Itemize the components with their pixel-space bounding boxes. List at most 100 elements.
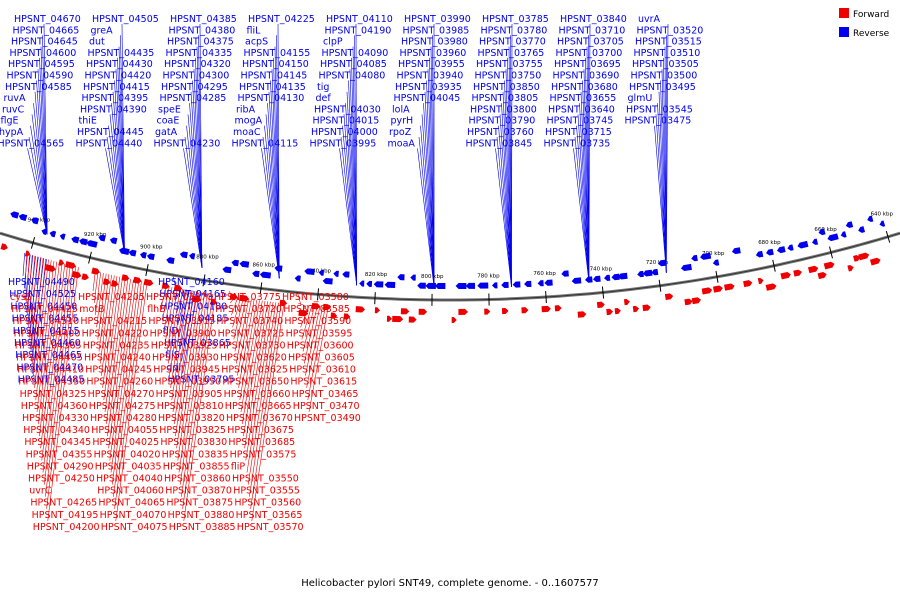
leader-line [109,114,125,254]
gene-label: HPSNT_03580 [282,292,349,303]
leader-line [165,287,175,340]
leader-line [576,125,590,282]
gene-label: HPSNT_03500 [631,71,698,82]
gene-label: HPSNT_04340 [23,425,90,436]
gene-label: HPSNT_03655 [550,93,617,104]
leader-line [429,57,435,288]
leader-line [108,125,125,254]
leader-line [170,289,186,388]
gene-label: HPSNT_04135 [239,82,306,93]
leader-line [348,80,357,286]
leader-line [102,276,118,388]
gene-feature [10,211,20,219]
gene-label: HPSNT_04015 [313,116,380,127]
gene-label: HPSNT_03770 [479,37,546,48]
gene-label: HPSNT_04045 [394,93,461,104]
leader-line [268,91,280,279]
gene-label: HPSNT_03650 [222,377,289,388]
gene-label: HPSNT_03790 [469,116,536,127]
leader-line [99,274,112,364]
gene-label: HPSNT_03745 [547,116,614,127]
axis-tick [88,251,92,264]
leader-line [184,136,203,268]
gene-label: HPSNT_04145 [241,71,308,82]
leader-line [117,57,125,254]
gene-feature [143,278,154,286]
gene-label: HPSNT_03950 [154,377,221,388]
leader-line [301,305,312,340]
gene-feature [71,236,80,244]
gene-label: HPSNT_04490 [8,277,75,288]
gene-label: HPSNT_03675 [227,425,294,436]
gene-label: HPSNT_04220 [82,328,149,339]
gene-feature [637,270,644,278]
gene-feature [294,275,301,282]
gene-feature [512,281,521,288]
leader-line [118,46,125,254]
gene-feature [544,279,553,286]
gene-label: HPSNT_04320 [164,59,231,70]
gene-label: HPSNT_03800 [470,104,537,115]
gene-label: HPSNT_04350 [18,377,85,388]
leader-line [110,280,137,473]
leader-line [345,103,357,286]
gene-feature [724,283,735,291]
gene-label: HPSNT_03705 [557,37,624,48]
gene-label: HPSNT_04055 [91,425,158,436]
gene-label: HPSNT_04165 [159,289,226,300]
gene-label: ruvA [4,93,27,104]
gene-label: HPSNT_03560 [234,498,301,509]
leader-line [189,103,203,268]
leader-line [580,91,590,282]
gene-label: HPSNT_03565 [236,510,303,521]
leader-line [349,69,357,286]
gene-feature [311,302,321,310]
gene-label: HPSNT_03590 [284,316,351,327]
legend-forward-swatch [839,8,849,18]
gene-label: HPSNT_03470 [293,401,360,412]
gene-label: HPSNT_03915 [148,316,215,327]
gene-label: HPSNT_03605 [288,353,355,364]
gene-feature [592,275,601,283]
gene-label: HPSNT_04450 [10,301,77,312]
leader-line [655,114,667,273]
leader-line [423,103,435,288]
leader-line [498,125,512,287]
leader-line [42,264,68,473]
leader-line [582,80,590,282]
gene-feature [477,282,489,289]
leader-line [346,91,357,286]
leader-line [261,148,280,279]
leader-line [163,286,170,316]
gene-label: greA [91,25,114,36]
gene-label: HPSNT_03900 [150,328,217,339]
leader-line [495,148,512,287]
leader-line [182,293,214,509]
leader-line [34,259,49,388]
gene-feature [869,257,881,266]
gene-label: speE [158,104,181,115]
gene-label: HPSNT_03835 [162,449,229,460]
gene-feature [64,261,77,269]
gene-label: HPSNT_03555 [233,486,300,497]
gene-label: HPSNT_04115 [232,138,299,149]
leader-line [183,148,203,268]
leader-line [47,267,79,521]
axis-tick-label: 820 kbp [365,272,388,278]
leader-line [105,148,125,254]
gene-feature [229,293,238,301]
gene-feature [110,280,119,287]
gene-label: HPSNT_04300 [163,71,230,82]
gene-feature [766,248,774,256]
leader-line [339,148,357,286]
leader-line [177,292,203,461]
gene-feature [304,268,315,275]
gene-feature [458,308,468,315]
leader-line [241,300,263,425]
leader-line [505,69,512,287]
gene-label: HPSNT_03740 [216,316,283,327]
gene-feature [392,315,404,323]
axis-ticks: 640 kbp 660 kbp 680 kbp 700 kbp 720 kbp 740 k… [28,212,893,306]
gene-label: HPSNT_04670 [14,14,81,25]
gene-feature [373,281,384,288]
